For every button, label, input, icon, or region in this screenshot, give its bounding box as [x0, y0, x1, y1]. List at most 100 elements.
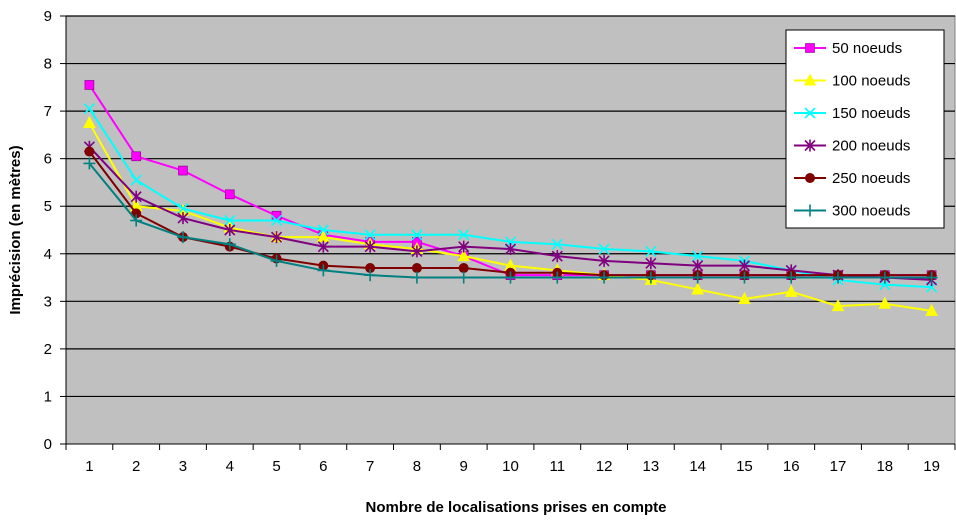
data-point: [223, 238, 236, 251]
data-point: [785, 271, 798, 284]
data-point: [551, 271, 564, 284]
data-point: [177, 212, 189, 225]
x-tick-label: 11: [550, 458, 566, 475]
data-point: [83, 115, 96, 128]
data-point: [83, 157, 96, 170]
data-point: [598, 254, 610, 267]
y-tick-label: 1: [44, 388, 52, 405]
data-point: [925, 271, 938, 284]
data-point: [411, 229, 423, 241]
y-axis-title: Imprécision (en mètres): [7, 145, 24, 314]
x-tick-label: 12: [596, 458, 613, 475]
marker-stroke: [364, 229, 376, 241]
data-point: [224, 189, 235, 200]
data-point: [784, 284, 798, 297]
data-point: [458, 240, 470, 253]
legend-marker: [805, 173, 815, 183]
data-point: [551, 238, 563, 250]
x-tick-label: 19: [923, 458, 940, 475]
data-point: [645, 245, 657, 257]
x-tick-label: 5: [272, 458, 280, 475]
legend-item: 150 noeuds: [794, 105, 910, 122]
data-point: [458, 263, 469, 274]
series-300-noeuds: [83, 157, 938, 284]
legend-label: 200 noeuds: [832, 138, 910, 155]
x-tick-label: 2: [132, 458, 140, 475]
y-tick-label: 9: [44, 8, 52, 25]
x-tick-label: 17: [830, 458, 847, 475]
x-tick-label: 1: [85, 458, 93, 475]
data-point: [692, 259, 704, 272]
data-point: [270, 214, 283, 227]
x-tick-label: 4: [226, 458, 234, 475]
y-tick-labels: 0 1 2 3 4 5 6 7 8 9: [44, 8, 66, 453]
data-point: [178, 165, 188, 176]
legend-label: 300 noeuds: [832, 203, 910, 220]
legend-marker: [804, 204, 816, 217]
series-group: [83, 80, 938, 316]
data-point: [131, 151, 141, 162]
y-tick-label: 6: [44, 151, 52, 168]
legend-item: 100 noeuds: [794, 73, 910, 90]
marker-stroke: [83, 103, 95, 115]
legend: 50 noeuds 100 noeuds 150 noeuds 200 noeuds 2…: [785, 29, 945, 229]
marker-stroke: [177, 203, 189, 215]
legend-item: 300 noeuds: [794, 203, 910, 220]
data-point: [831, 299, 845, 312]
marker-stroke: [551, 238, 563, 250]
data-point: [598, 271, 611, 284]
marker-stroke: [317, 224, 329, 236]
data-point: [224, 224, 236, 236]
data-point: [176, 231, 189, 244]
x-tick-label: 10: [502, 458, 519, 475]
data-point: [317, 264, 330, 277]
marker-stroke: [804, 107, 816, 119]
data-point: [364, 229, 376, 241]
y-tick-label: 2: [44, 341, 52, 358]
y-tick-label: 4: [44, 246, 52, 263]
data-point: [410, 271, 423, 284]
data-point: [832, 271, 845, 284]
legend-marker: [804, 107, 816, 119]
data-point: [317, 240, 329, 253]
data-point: [364, 269, 377, 282]
legend-item: 200 noeuds: [794, 138, 910, 155]
data-point: [458, 229, 470, 241]
marker-stroke: [270, 214, 283, 227]
marker-stroke: [411, 229, 423, 241]
data-point: [84, 146, 95, 157]
data-point: [925, 303, 938, 316]
data-point: [317, 224, 329, 236]
legend-item: 250 noeuds: [794, 170, 910, 187]
x-tick-labels: 1 2 3 4 5 6 7 8 9 10 11 12 13 14 15 16 17 18 19: [65, 444, 956, 475]
legend-item: 50 noeuds: [794, 40, 902, 57]
marker-stroke: [130, 174, 142, 186]
data-point: [457, 271, 470, 284]
x-tick-label: 18: [876, 458, 893, 475]
data-point: [130, 214, 143, 227]
legend-marker: [805, 43, 815, 53]
data-point: [598, 243, 610, 255]
data-point: [738, 291, 751, 304]
x-tick-label: 6: [319, 458, 327, 475]
data-point: [878, 296, 892, 309]
x-tick-label: 15: [736, 458, 753, 475]
data-point: [504, 243, 517, 256]
marker-stroke: [692, 250, 704, 262]
marker-stroke: [645, 245, 657, 257]
x-tick-label: 16: [783, 458, 800, 475]
data-point: [270, 231, 283, 244]
data-point: [691, 282, 704, 295]
marker-stroke: [598, 243, 610, 255]
y-tick-label: 7: [44, 103, 52, 120]
marker-stroke: [458, 229, 470, 241]
x-tick-label: 7: [366, 458, 374, 475]
data-point: [738, 271, 751, 284]
x-axis-title: Nombre de localisations prises en compte: [366, 499, 667, 516]
legend-marker: [803, 73, 817, 86]
data-point: [692, 250, 704, 262]
legend-label: 50 noeuds: [832, 40, 902, 57]
data-point: [691, 271, 704, 284]
data-point: [224, 214, 236, 227]
data-point: [411, 245, 423, 258]
